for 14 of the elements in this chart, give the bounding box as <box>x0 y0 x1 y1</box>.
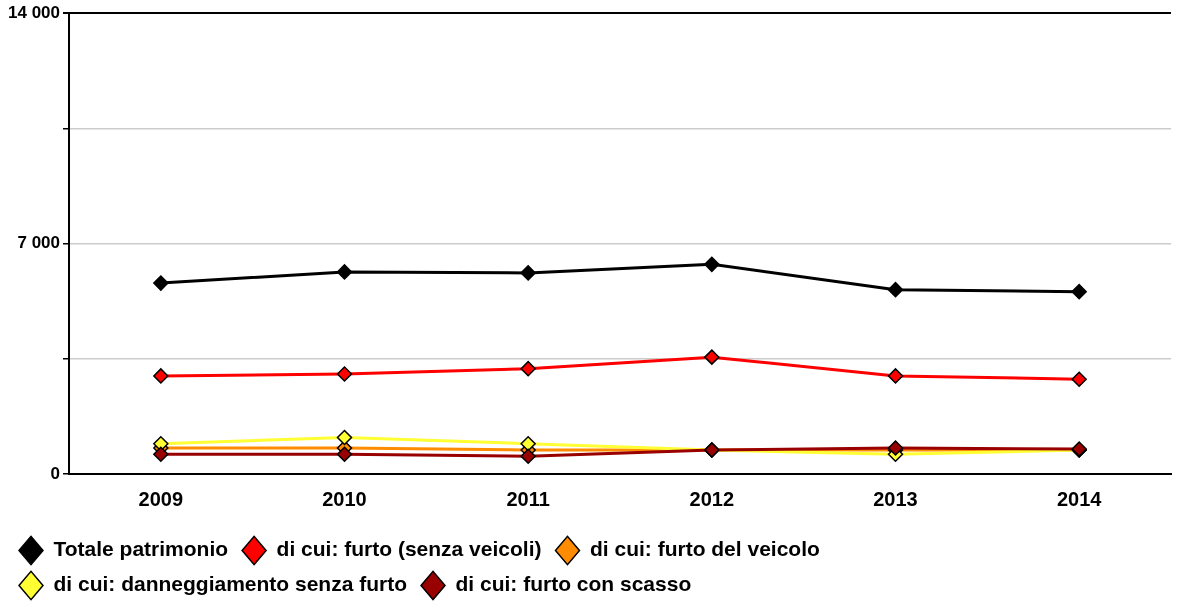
x-tick-label: 2011 <box>506 487 550 510</box>
y-tick-label: 7 000 <box>17 233 60 253</box>
legend-label: di cui: furto del veicolo <box>589 537 820 561</box>
legend-label: di cui: danneggiamento senza furto <box>53 572 408 596</box>
y-tick-label: 14 000 <box>8 2 60 22</box>
x-tick-label: 2012 <box>689 487 735 510</box>
legend-label: di cui: furto con scasso <box>455 572 692 596</box>
legend-label: di cui: furto (senza veicoli) <box>276 537 542 561</box>
legend-label: Totale patrimonio <box>53 537 229 561</box>
x-tick-label: 2010 <box>322 487 367 510</box>
x-tick-label: 2009 <box>138 487 184 510</box>
y-tick-label: 0 <box>50 463 60 483</box>
x-tick-label: 2014 <box>1056 487 1103 510</box>
x-tick-label: 2013 <box>873 487 918 510</box>
